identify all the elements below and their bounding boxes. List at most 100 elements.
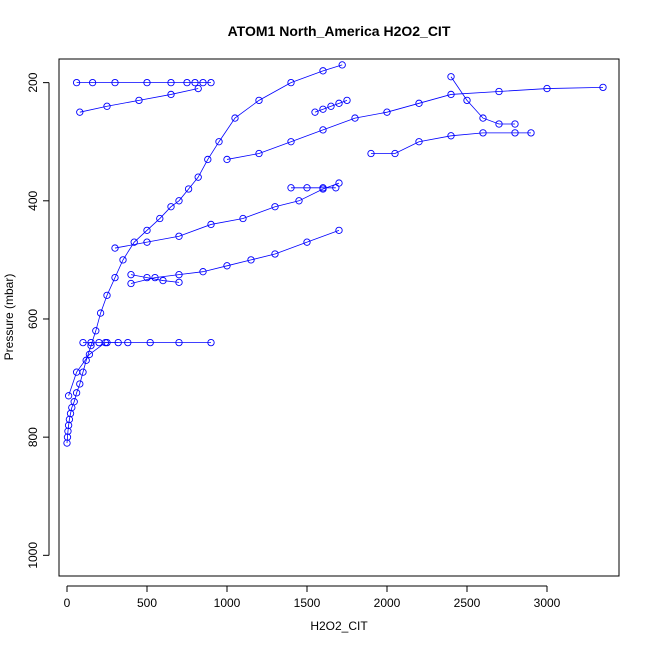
series-line — [130, 274, 180, 283]
data-point — [82, 356, 90, 364]
data-point — [319, 67, 327, 75]
series-line — [450, 76, 515, 125]
data-point — [87, 338, 95, 347]
data-point — [175, 232, 183, 240]
data-point — [143, 226, 151, 234]
data-point — [335, 226, 343, 234]
data-point — [415, 138, 423, 146]
data-point — [383, 108, 391, 116]
x-tick-label: 2500 — [454, 596, 481, 610]
x-tick-label: 2000 — [374, 596, 401, 610]
data-point — [159, 276, 167, 285]
data-point — [543, 84, 551, 93]
data-point — [207, 78, 215, 87]
data-point — [463, 96, 471, 105]
data-point — [111, 78, 119, 87]
y-axis-label: Pressure (mbar) — [2, 274, 16, 361]
data-point — [143, 238, 151, 246]
data-point — [287, 78, 295, 87]
data-point — [72, 368, 81, 376]
data-point — [511, 129, 519, 137]
data-point — [191, 78, 199, 87]
data-point — [295, 197, 303, 205]
data-point — [287, 184, 295, 192]
data-point — [391, 149, 399, 158]
data-point — [319, 184, 327, 192]
data-point — [135, 96, 143, 105]
data-point — [215, 138, 223, 146]
data-point — [495, 87, 503, 96]
data-point — [271, 203, 279, 211]
data-point — [527, 129, 535, 137]
y-tick-label: 1000 — [26, 542, 40, 569]
data-point — [303, 238, 311, 246]
data-point — [95, 338, 103, 347]
data-point — [231, 114, 239, 122]
data-point — [111, 244, 119, 252]
series-line — [66, 64, 343, 444]
data-point — [96, 309, 105, 317]
data-point — [335, 99, 343, 107]
data-point — [367, 149, 375, 158]
data-point — [167, 203, 175, 211]
data-point — [167, 90, 175, 99]
data-point — [479, 114, 487, 122]
data-point — [415, 99, 423, 107]
x-tick-label: 1500 — [294, 596, 321, 610]
x-axis: 0 500 1000 1500 2000 2500 3000 — [64, 585, 561, 610]
y-tick-label: 400 — [26, 190, 40, 210]
data-point — [287, 138, 295, 146]
data-point — [447, 132, 455, 140]
data-point — [114, 338, 122, 347]
data-point — [479, 129, 487, 137]
data-point — [64, 392, 73, 400]
x-tick-label: 3000 — [534, 596, 561, 610]
data-point — [184, 185, 193, 193]
data-point — [511, 120, 519, 128]
data-point — [79, 338, 87, 347]
series-line — [130, 229, 340, 284]
data-point — [271, 250, 279, 258]
series-line — [371, 132, 531, 154]
y-tick-label: 200 — [26, 72, 40, 92]
data-point — [72, 389, 81, 397]
data-point — [146, 338, 154, 347]
data-point — [447, 90, 455, 99]
data-point — [127, 271, 135, 279]
data-point — [175, 278, 183, 286]
data-point — [103, 338, 111, 347]
series-line — [114, 182, 340, 249]
x-tick-label: 1000 — [214, 596, 241, 610]
data-point — [247, 256, 255, 264]
data-point — [311, 108, 319, 116]
data-point — [103, 291, 111, 299]
data-point — [332, 184, 340, 192]
x-tick-label: 500 — [137, 596, 157, 610]
data-point — [175, 197, 183, 205]
data-point — [338, 61, 346, 69]
data-point — [319, 105, 327, 113]
data-point — [88, 78, 97, 87]
data-point — [255, 149, 263, 158]
data-point — [167, 78, 175, 87]
y-axis: 200 400 600 800 1000 — [26, 72, 50, 569]
data-point — [599, 83, 607, 92]
data-point — [207, 338, 215, 347]
data-point — [194, 84, 202, 93]
data-point — [327, 102, 335, 110]
data-point — [255, 96, 263, 105]
data-point — [72, 78, 81, 87]
data-point — [130, 238, 138, 246]
data-point — [351, 114, 359, 122]
series-line — [68, 342, 211, 396]
data-point — [239, 214, 247, 223]
data-point — [204, 155, 212, 164]
data-point — [199, 78, 207, 87]
data-point — [111, 273, 119, 282]
series-line — [79, 88, 199, 113]
x-axis-label: H2O2_CIT — [310, 619, 368, 633]
series-line — [226, 86, 604, 160]
data-point — [85, 350, 94, 359]
data-point — [103, 102, 111, 110]
